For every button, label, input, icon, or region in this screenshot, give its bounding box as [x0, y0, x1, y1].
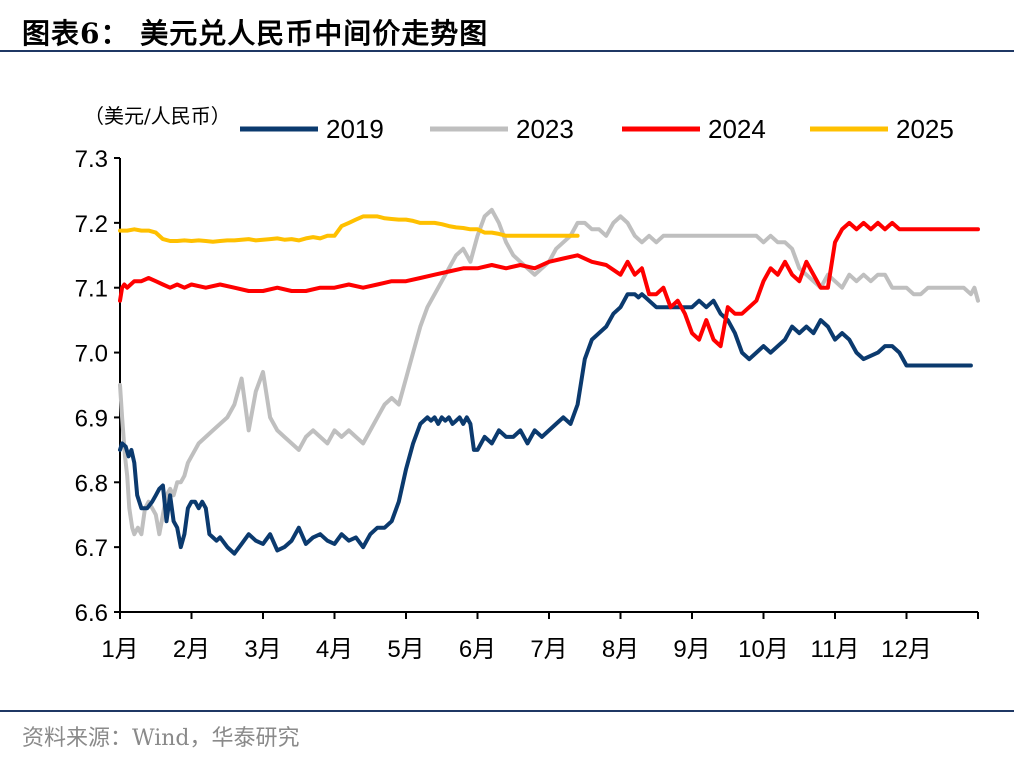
- series-line-2024: [118, 220, 980, 349]
- source-note: 资料来源：Wind，华泰研究: [22, 726, 300, 751]
- x-tick-label: 7月: [530, 636, 567, 663]
- x-tick-label: 11月: [811, 636, 860, 663]
- y-tick-label: 6.8: [75, 470, 108, 497]
- legend-label-2023: 2023: [516, 114, 574, 144]
- y-tick-label: 7.0: [75, 341, 108, 368]
- y-axis-unit-label: （美元/人民币）: [84, 104, 231, 128]
- y-tick-label: 6.6: [75, 600, 108, 627]
- x-tick-label: 8月: [602, 636, 639, 663]
- header-divider: [0, 50, 1014, 52]
- series-line-2023: [118, 207, 980, 537]
- y-tick-label: 7.2: [75, 211, 108, 238]
- page-title: 图表6： 美元兑人民币中间价走势图: [22, 17, 489, 50]
- y-tick-label: 7.1: [75, 276, 108, 303]
- footer-divider: [0, 710, 1014, 712]
- x-tick-label: 2月: [173, 636, 210, 663]
- legend: 2019 2023 2024 2025: [240, 114, 954, 144]
- x-tick-label: 10月: [738, 636, 789, 663]
- legend-label-2019: 2019: [326, 114, 384, 144]
- x-tick-label: 1月: [101, 636, 138, 663]
- y-tick-label: 6.9: [75, 405, 108, 432]
- x-tick-label: 5月: [387, 636, 424, 663]
- y-axis: 6.6 6.7 6.8 6.9 7.0 7.1 7.2 7.3: [75, 146, 121, 627]
- series-line-2025: [118, 214, 580, 244]
- series-line-2019: [118, 292, 973, 556]
- y-tick-label: 7.3: [75, 146, 108, 173]
- x-tick-label: 6月: [459, 636, 496, 663]
- legend-label-2024: 2024: [708, 114, 766, 144]
- x-tick-label: 3月: [244, 636, 281, 663]
- legend-label-2025: 2025: [896, 114, 954, 144]
- x-tick-label: 4月: [316, 636, 353, 663]
- series-lines: [118, 207, 980, 556]
- x-axis: 1月 2月 3月 4月 5月 6月 7月 8月 9月 10月 11月 12月: [101, 611, 979, 663]
- y-tick-label: 6.7: [75, 535, 108, 562]
- x-tick-label: 12月: [881, 636, 932, 663]
- x-tick-label: 9月: [673, 636, 710, 663]
